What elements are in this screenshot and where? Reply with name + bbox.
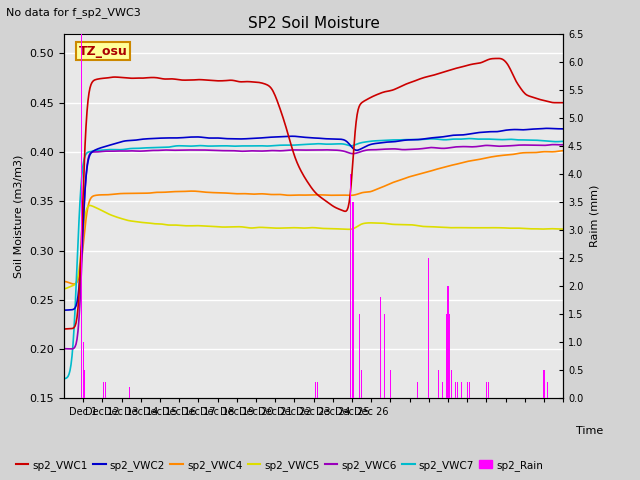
Bar <box>384 314 385 398</box>
Title: SP2 Soil Moisture: SP2 Soil Moisture <box>248 16 380 31</box>
Bar <box>449 314 451 398</box>
sp2_VWC6 <box>358 148 366 154</box>
sp2_VWC5 <box>60 286 68 292</box>
Text: TZ_osu: TZ_osu <box>79 45 128 58</box>
sp2_VWC6 <box>67 346 75 352</box>
Bar <box>428 258 429 398</box>
sp2_VWC7 <box>300 142 308 147</box>
sp2_VWC5 <box>332 226 339 232</box>
Line: sp2_VWC1: sp2_VWC1 <box>64 59 563 329</box>
sp2_VWC6 <box>298 147 306 153</box>
sp2_VWC7 <box>357 140 365 145</box>
Bar <box>390 371 391 398</box>
Text: Time: Time <box>576 426 604 436</box>
Bar <box>451 371 452 398</box>
sp2_VWC5 <box>548 226 556 232</box>
sp2_VWC2 <box>548 126 556 132</box>
Bar <box>359 314 360 398</box>
sp2_VWC2 <box>297 134 305 140</box>
sp2_VWC6 <box>548 142 556 147</box>
sp2_VWC4 <box>70 281 78 287</box>
Bar <box>445 314 447 398</box>
sp2_VWC7 <box>297 142 305 147</box>
sp2_VWC4 <box>559 148 567 154</box>
Line: sp2_VWC5: sp2_VWC5 <box>64 205 563 289</box>
sp2_VWC2 <box>330 136 338 142</box>
Y-axis label: Soil Moisture (m3/m3): Soil Moisture (m3/m3) <box>14 154 24 278</box>
sp2_VWC6 <box>332 147 339 153</box>
sp2_VWC5 <box>470 225 478 231</box>
sp2_VWC1 <box>548 100 556 106</box>
sp2_VWC5 <box>301 225 309 231</box>
sp2_VWC4 <box>358 190 366 195</box>
Bar <box>468 382 470 398</box>
Bar <box>349 174 351 398</box>
sp2_VWC1 <box>330 204 338 210</box>
Bar <box>447 286 449 398</box>
sp2_VWC7 <box>470 136 478 142</box>
Bar <box>315 382 316 398</box>
Bar <box>455 382 456 398</box>
sp2_VWC5 <box>86 203 94 208</box>
sp2_VWC4 <box>332 192 339 198</box>
sp2_VWC6 <box>559 142 567 148</box>
Line: sp2_VWC4: sp2_VWC4 <box>64 151 563 284</box>
sp2_VWC5 <box>298 225 306 231</box>
sp2_VWC2 <box>60 307 68 313</box>
Bar <box>103 382 104 398</box>
Y-axis label: Raim (mm): Raim (mm) <box>589 185 599 247</box>
Bar <box>83 342 84 398</box>
Bar <box>543 371 545 398</box>
Text: No data for f_sp2_VWC3: No data for f_sp2_VWC3 <box>6 7 141 18</box>
Bar <box>467 382 468 398</box>
sp2_VWC4 <box>298 192 306 198</box>
Bar <box>105 382 106 398</box>
sp2_VWC2 <box>300 134 308 140</box>
sp2_VWC4 <box>470 157 478 163</box>
sp2_VWC1 <box>469 61 477 67</box>
sp2_VWC1 <box>559 100 567 106</box>
Line: sp2_VWC6: sp2_VWC6 <box>64 144 563 349</box>
Bar <box>317 382 318 398</box>
sp2_VWC7 <box>465 136 473 142</box>
Bar <box>129 387 130 398</box>
Bar <box>380 298 381 398</box>
sp2_VWC1 <box>297 168 305 174</box>
sp2_VWC7 <box>548 139 556 144</box>
Bar <box>438 371 439 398</box>
Bar <box>488 382 489 398</box>
sp2_VWC7 <box>330 141 338 147</box>
Bar <box>547 382 548 398</box>
sp2_VWC7 <box>559 138 567 144</box>
Bar <box>442 382 443 398</box>
sp2_VWC6 <box>470 144 478 150</box>
sp2_VWC2 <box>559 126 567 132</box>
sp2_VWC4 <box>548 149 556 155</box>
Line: sp2_VWC7: sp2_VWC7 <box>64 139 563 379</box>
sp2_VWC2 <box>543 125 551 131</box>
sp2_VWC6 <box>60 346 68 351</box>
Legend: sp2_VWC1, sp2_VWC2, sp2_VWC4, sp2_VWC5, sp2_VWC6, sp2_VWC7, sp2_Rain: sp2_VWC1, sp2_VWC2, sp2_VWC4, sp2_VWC5, … <box>12 456 547 475</box>
Bar <box>361 371 362 398</box>
sp2_VWC2 <box>357 146 365 152</box>
sp2_VWC1 <box>357 100 365 106</box>
Bar <box>417 382 418 398</box>
Line: sp2_VWC2: sp2_VWC2 <box>64 128 563 310</box>
sp2_VWC1 <box>300 174 308 180</box>
Bar <box>461 382 462 398</box>
sp2_VWC2 <box>469 131 477 136</box>
sp2_VWC1 <box>60 326 68 332</box>
sp2_VWC6 <box>549 142 557 147</box>
sp2_VWC6 <box>301 147 309 153</box>
Bar <box>457 382 458 398</box>
Bar <box>486 382 487 398</box>
sp2_VWC7 <box>60 376 68 382</box>
Bar <box>81 34 82 398</box>
sp2_VWC1 <box>494 56 502 61</box>
sp2_VWC4 <box>60 278 68 284</box>
sp2_VWC5 <box>559 226 567 232</box>
sp2_VWC5 <box>358 221 366 227</box>
sp2_VWC4 <box>301 192 309 198</box>
